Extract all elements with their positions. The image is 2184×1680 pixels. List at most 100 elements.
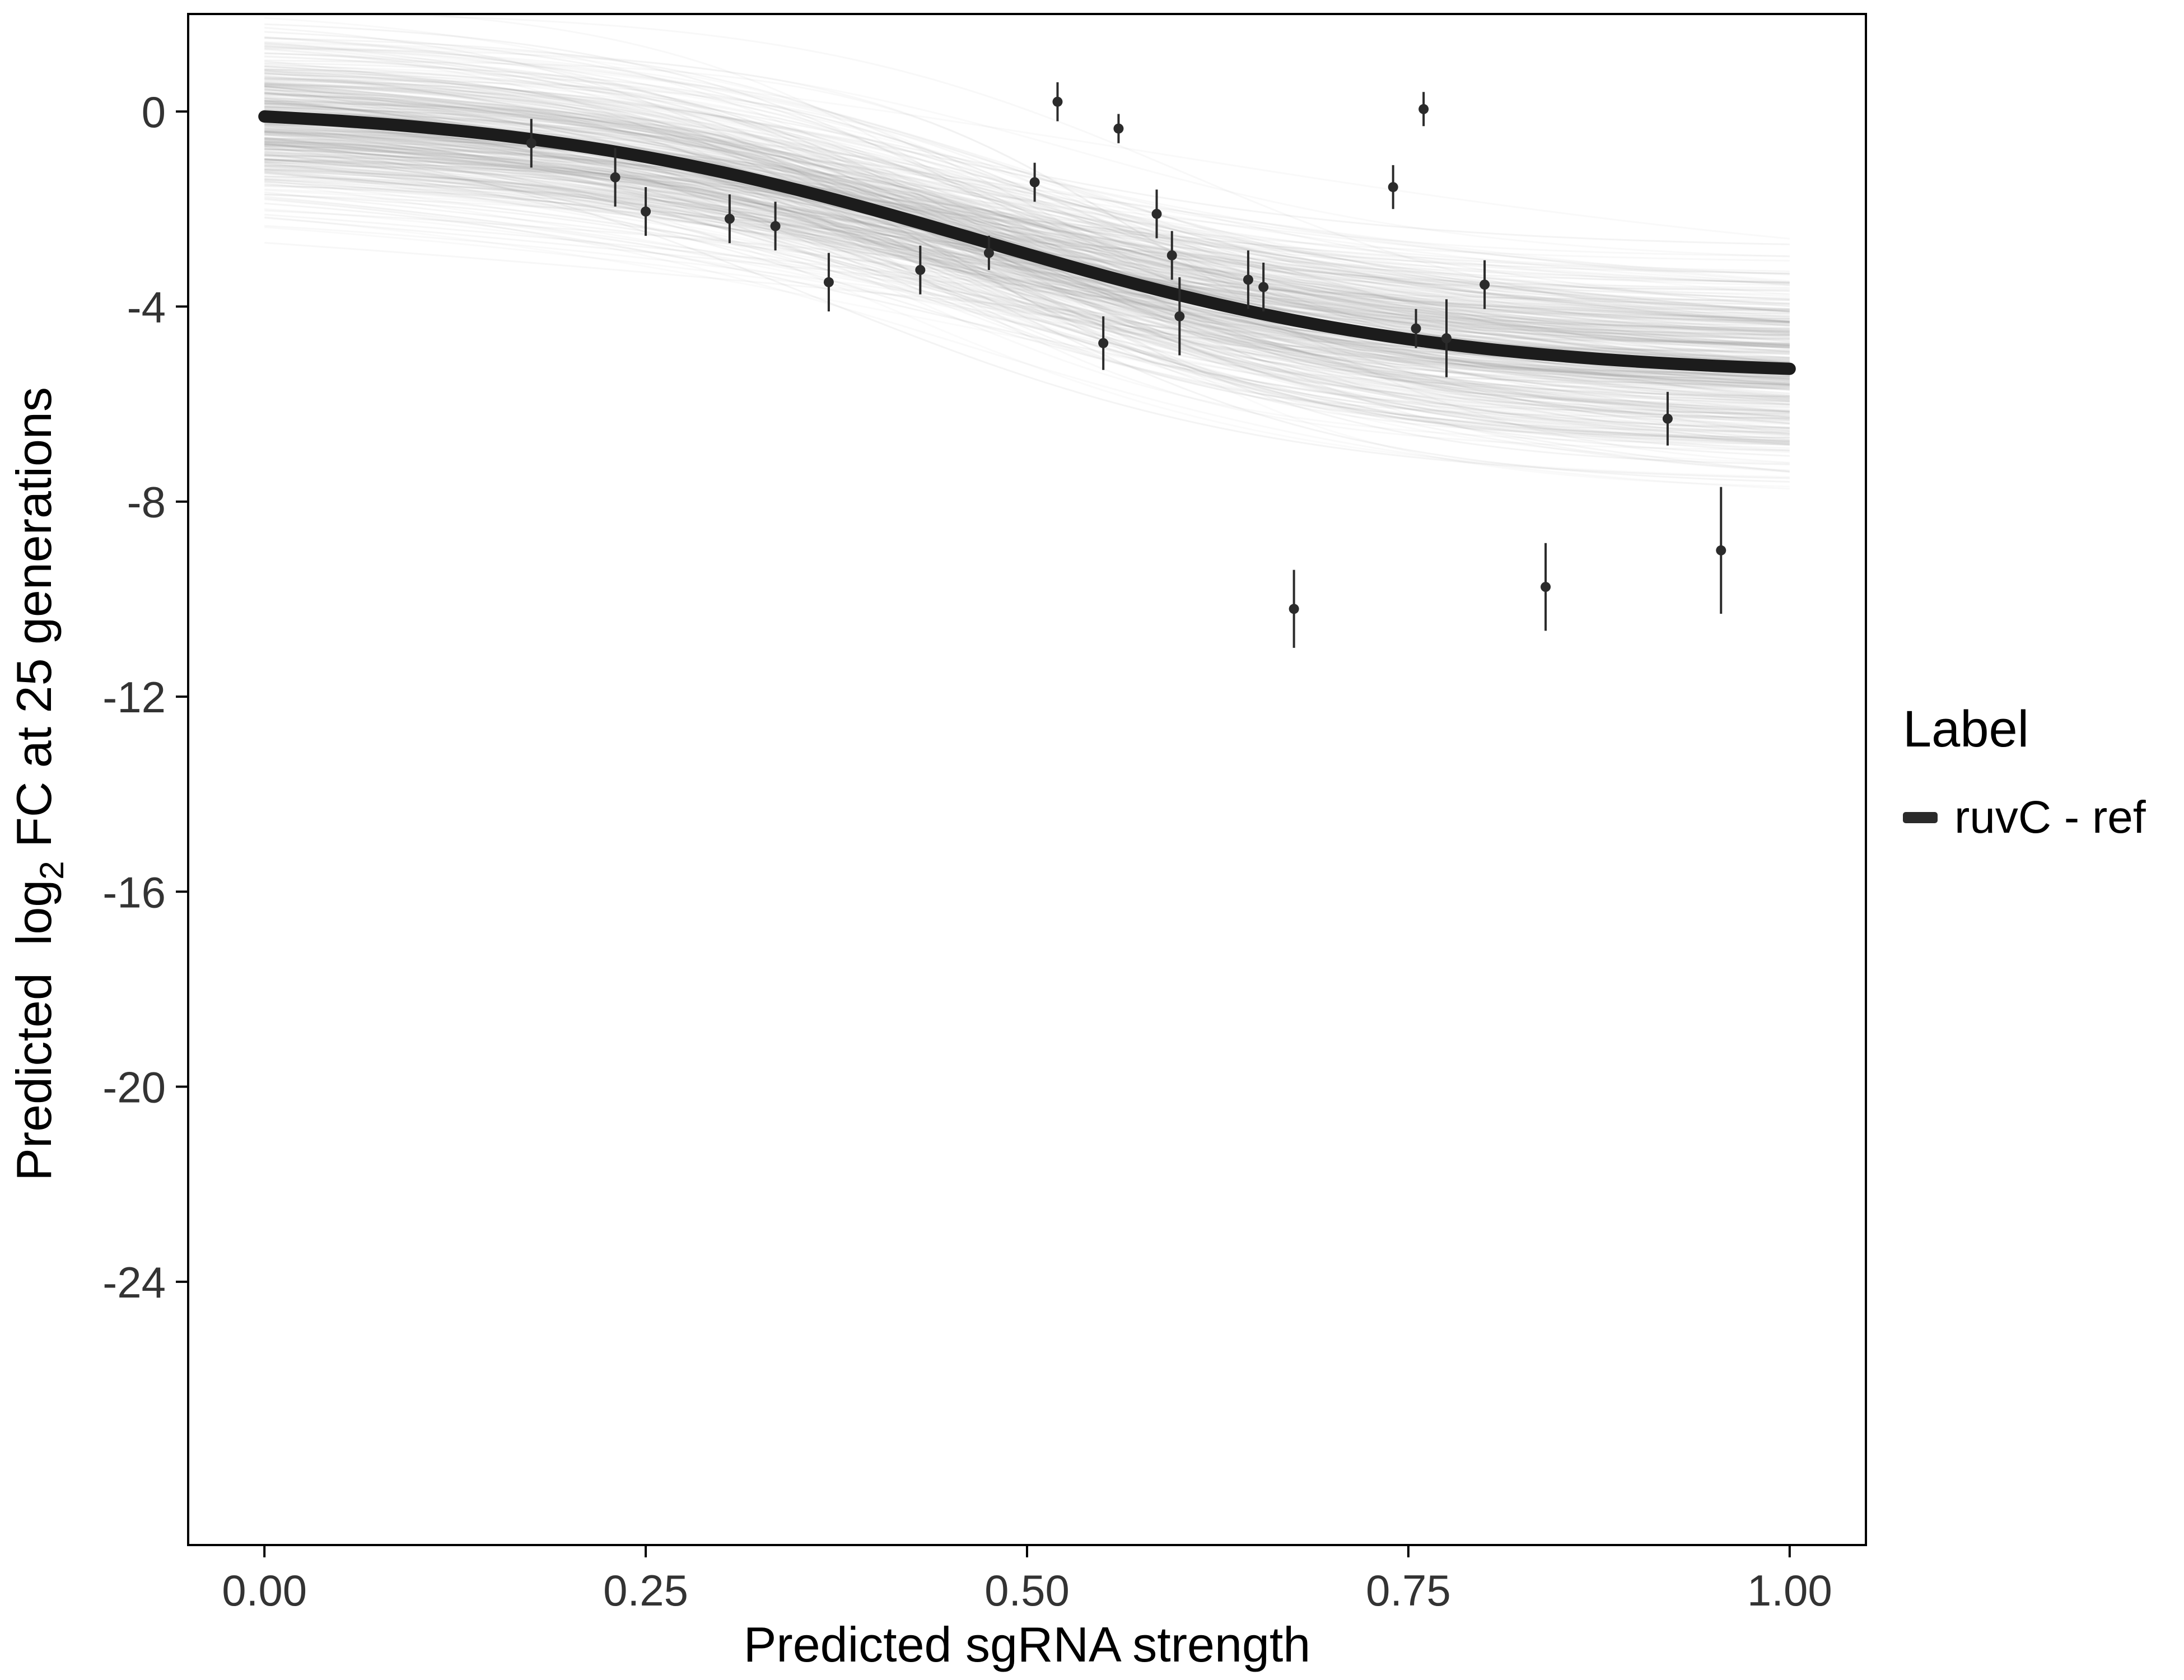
posterior-curve xyxy=(264,82,1790,361)
y-axis-title-subscript: 2 xyxy=(33,861,71,880)
posterior-curve xyxy=(264,95,1790,354)
y-axis-title: Predicted log2 FC at 25 generations xyxy=(6,168,71,1400)
posterior-curve xyxy=(264,216,1790,446)
posterior-curve xyxy=(264,97,1790,358)
x-axis-title: Predicted sgRNA strength xyxy=(743,1617,1311,1672)
posterior-curve xyxy=(264,146,1790,382)
y-axis-tick-label: -16 xyxy=(102,867,166,917)
posterior-curve xyxy=(264,226,1790,391)
posterior-curve xyxy=(264,84,1790,346)
data-point xyxy=(1662,413,1673,424)
posterior-curve xyxy=(264,88,1790,312)
posterior-curve xyxy=(264,76,1790,323)
data-point xyxy=(1243,274,1253,285)
posterior-curve xyxy=(264,144,1790,333)
posterior-curve xyxy=(264,167,1790,312)
posterior-band xyxy=(264,14,1790,490)
posterior-curve xyxy=(264,121,1790,296)
posterior-curve xyxy=(264,49,1790,451)
posterior-curve xyxy=(264,81,1790,378)
posterior-curve xyxy=(264,195,1790,413)
x-axis-tick-label: 1.00 xyxy=(1747,1566,1832,1615)
posterior-curve xyxy=(264,116,1790,429)
axes: 0.00 0.25 0.50 0.75 1.00 0 -4 -8 -12 -16 -20 -24 xyxy=(102,87,1832,1615)
posterior-curve xyxy=(264,103,1790,443)
posterior-curve xyxy=(264,143,1790,390)
posterior-curve xyxy=(264,133,1790,449)
posterior-curve xyxy=(264,77,1790,310)
posterior-curve xyxy=(264,158,1790,397)
posterior-curve xyxy=(264,145,1790,310)
posterior-curve xyxy=(264,178,1790,366)
posterior-curve xyxy=(264,131,1790,418)
data-point xyxy=(1166,250,1177,260)
posterior-curve xyxy=(264,144,1790,347)
posterior-curve xyxy=(264,119,1790,313)
posterior-curve xyxy=(264,148,1790,465)
posterior-curve xyxy=(264,162,1790,442)
posterior-curve xyxy=(264,150,1790,422)
posterior-curve xyxy=(264,82,1790,437)
posterior-curve xyxy=(264,158,1790,396)
posterior-curve xyxy=(264,88,1790,345)
posterior-curve xyxy=(264,80,1790,346)
posterior-curve xyxy=(264,133,1790,349)
posterior-curve xyxy=(264,91,1790,348)
posterior-curve xyxy=(264,103,1790,429)
posterior-curve xyxy=(264,70,1790,347)
posterior-curve xyxy=(264,83,1790,322)
posterior-curve xyxy=(264,69,1790,397)
posterior-curve xyxy=(264,130,1790,331)
posterior-curve xyxy=(264,78,1790,444)
data-point xyxy=(610,172,620,183)
posterior-curve xyxy=(264,144,1790,384)
posterior-curve xyxy=(264,85,1790,301)
posterior-curve xyxy=(264,104,1790,320)
posterior-curve xyxy=(264,77,1790,326)
posterior-curve xyxy=(264,131,1790,446)
y-axis-tick-label: -8 xyxy=(127,478,166,527)
posterior-curve xyxy=(264,106,1790,329)
posterior-curve xyxy=(264,217,1790,353)
posterior-curve xyxy=(264,169,1790,375)
posterior-curve xyxy=(264,137,1790,324)
posterior-curve xyxy=(264,152,1790,416)
posterior-curve xyxy=(264,41,1790,366)
posterior-curve xyxy=(264,147,1790,343)
posterior-curve xyxy=(264,46,1790,311)
posterior-curve xyxy=(264,152,1790,405)
posterior-curve xyxy=(264,73,1790,380)
posterior-curve xyxy=(264,84,1790,334)
posterior-curve xyxy=(264,140,1790,274)
posterior-curve xyxy=(264,188,1790,323)
posterior-curve xyxy=(264,100,1790,379)
posterior-curve xyxy=(264,169,1790,381)
posterior-curve xyxy=(264,152,1790,333)
posterior-curve xyxy=(264,124,1790,323)
posterior-curve xyxy=(264,127,1790,413)
posterior-curve xyxy=(264,115,1790,378)
posterior-curve xyxy=(264,115,1790,333)
data-point xyxy=(1388,182,1398,193)
data-point xyxy=(983,248,994,258)
posterior-curve xyxy=(264,146,1790,443)
posterior-curve xyxy=(264,139,1790,478)
posterior-curve xyxy=(264,115,1790,386)
posterior-curve xyxy=(264,182,1790,424)
posterior-curve xyxy=(264,123,1790,322)
posterior-curve xyxy=(264,146,1790,286)
posterior-curve xyxy=(264,154,1790,275)
posterior-curve xyxy=(264,152,1790,347)
data-point xyxy=(823,277,834,287)
posterior-curve xyxy=(264,144,1790,399)
posterior-curve xyxy=(264,85,1790,433)
posterior-curve xyxy=(264,155,1790,375)
posterior-curve xyxy=(264,92,1790,287)
data-point xyxy=(1716,545,1726,556)
posterior-curve xyxy=(264,142,1790,479)
posterior-curve xyxy=(264,100,1790,454)
posterior-curve xyxy=(264,198,1790,424)
posterior-curve xyxy=(411,14,1790,404)
posterior-curve xyxy=(264,37,1790,400)
